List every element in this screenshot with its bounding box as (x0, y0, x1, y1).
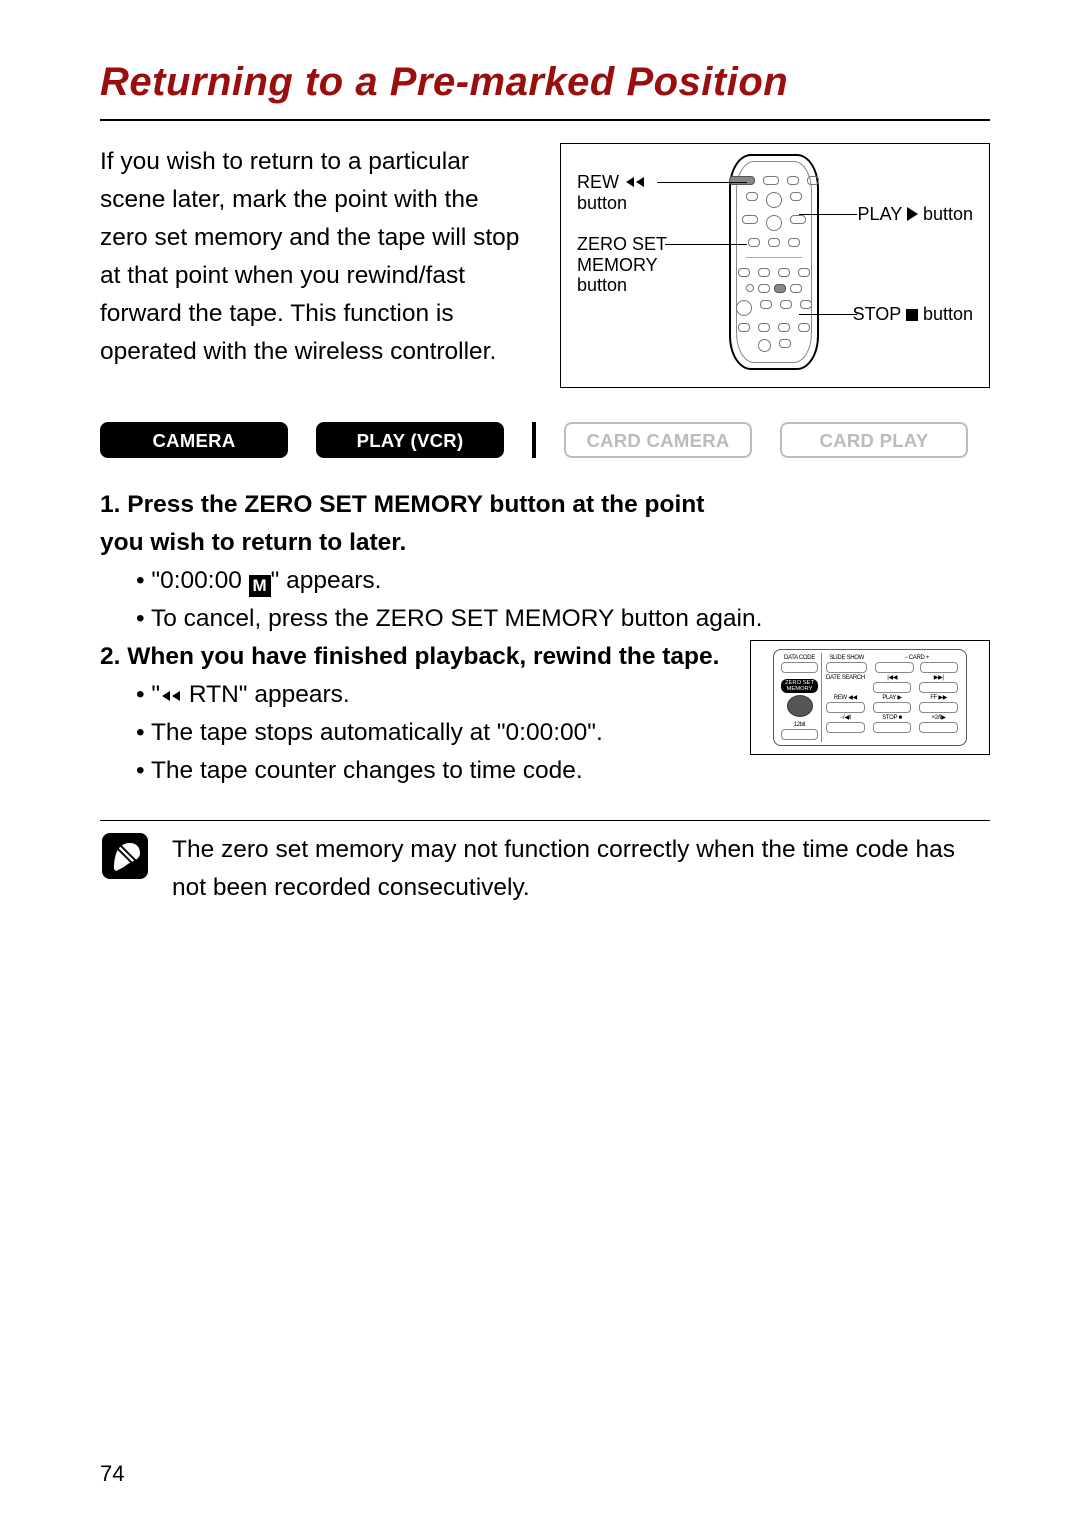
stop-callout: STOP button (853, 304, 973, 325)
m-indicator-icon: M (249, 575, 271, 597)
cu-pause-label: −/◀‖ (826, 715, 865, 721)
note-text: The zero set memory may not function cor… (172, 831, 990, 907)
step-2-bullet-3: The tape counter changes to time code. (100, 752, 990, 790)
intro-row: If you wish to return to a particular sc… (100, 143, 990, 388)
mode-card-camera: CARD CAMERA (564, 422, 752, 458)
rewind-icon (624, 175, 646, 189)
note-row: The zero set memory may not function cor… (100, 831, 990, 907)
cu-slow-label: ×2/‖▶ (919, 715, 958, 721)
cu-stop-label: STOP ■ (873, 715, 912, 721)
remote-diagram: REW button ZERO SET MEMORY button PLAY b… (560, 143, 990, 388)
cu-zero-set-memory-button (787, 695, 813, 717)
mode-bar: CAMERA PLAY (VCR) CARD CAMERA CARD PLAY (100, 422, 990, 458)
mode-card-play: CARD PLAY (780, 422, 968, 458)
mode-play-vcr: PLAY (VCR) (316, 422, 504, 458)
play-icon (907, 207, 918, 221)
stop-icon (906, 309, 918, 321)
step-1-bullet-2: To cancel, press the ZERO SET MEMORY but… (100, 600, 990, 638)
mode-camera: CAMERA (100, 422, 288, 458)
cu-audio-label: 12bit (781, 722, 818, 728)
mode-divider (532, 422, 536, 458)
rew-callout: REW button (577, 172, 646, 213)
note-separator (100, 820, 990, 821)
step-1-bullet-1: "0:00:00 M" appears. (100, 562, 990, 600)
note-icon (100, 831, 150, 881)
cu-card-label: − CARD + (875, 655, 958, 661)
page-title: Returning to a Pre-marked Position (100, 60, 990, 121)
step-1-heading: 1. Press the ZERO SET MEMORY button at t… (100, 486, 720, 562)
intro-text: If you wish to return to a particular sc… (100, 143, 530, 388)
cu-play-label: PLAY ▶ (873, 695, 912, 701)
cu-rew-label: REW ◀◀ (826, 695, 865, 701)
remote-closeup: DATA CODE ZERO SETMEMORY 12bit SLIDE SHO… (750, 640, 990, 755)
cu-slideshow-label: SLIDE SHOW (826, 655, 867, 661)
rewind-icon (160, 689, 182, 703)
zero-set-callout: ZERO SET MEMORY button (577, 234, 667, 296)
cu-ff-label: FF ▶▶ (919, 695, 958, 701)
page-number: 74 (100, 1461, 124, 1487)
cu-date-search-label: DATE SEARCH (826, 675, 865, 681)
play-callout: PLAY button (858, 204, 973, 225)
cu-data-code-label: DATA CODE (781, 655, 818, 661)
